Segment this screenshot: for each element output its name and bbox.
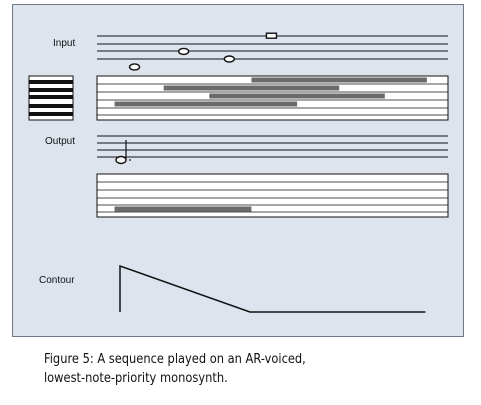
output-label: Output [45, 136, 76, 147]
input-notes [128, 32, 278, 71]
output-note-bars [114, 206, 252, 212]
output-staff [97, 135, 448, 158]
half-note-head [115, 155, 127, 165]
input-note-bar-3 [209, 93, 385, 99]
input-note-2 [177, 47, 190, 56]
input-note-1 [128, 63, 141, 71]
black-key [29, 80, 73, 84]
black-key [29, 104, 73, 108]
output-note-bar-1 [114, 206, 252, 212]
figure-caption: Figure 5: A sequence played on an AR-voi… [44, 350, 306, 388]
dotted-note-dot [129, 159, 131, 161]
contour-label: Contour [39, 275, 75, 286]
output-note [115, 140, 131, 165]
input-note-bar-4 [114, 101, 298, 107]
caption-line-1: Figure 5: A sequence played on an AR-voi… [44, 352, 306, 367]
caption-line-2: lowest-note-priority monosynth. [44, 371, 228, 386]
black-key [29, 112, 73, 116]
input-note-bar-1 [251, 77, 427, 83]
input-note-4 [265, 32, 278, 39]
black-key [29, 88, 73, 92]
input-piano-roll [96, 75, 449, 121]
input-staff [97, 35, 448, 60]
input-note-3 [223, 55, 236, 63]
contour-envelope [119, 264, 426, 313]
input-note-bars [114, 77, 427, 107]
input-note-bar-2 [163, 85, 340, 91]
black-key [29, 95, 73, 99]
piano-keyboard [28, 75, 74, 121]
input-label: Input [53, 38, 76, 49]
